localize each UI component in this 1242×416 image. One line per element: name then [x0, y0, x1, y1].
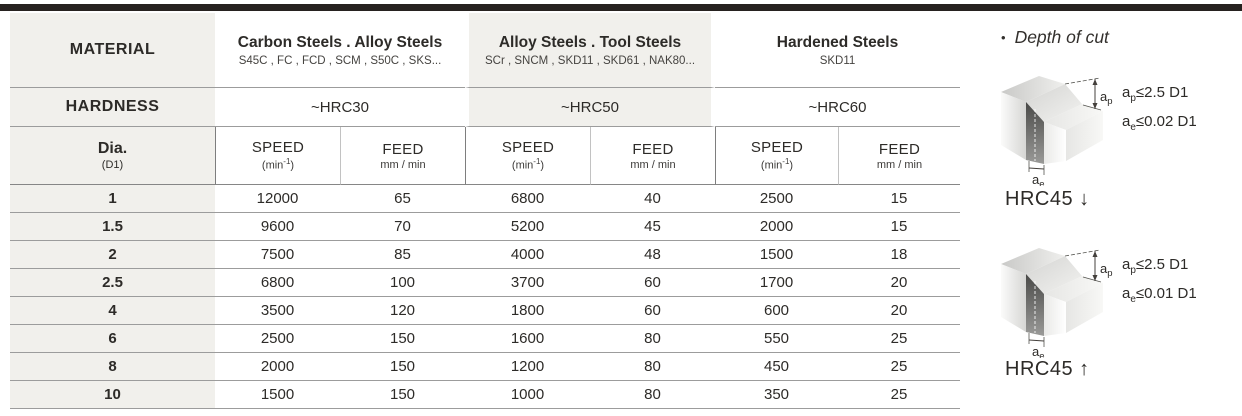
- value-cell: 350: [715, 381, 838, 409]
- ae-dimension-label: ae: [1032, 344, 1045, 358]
- value-cell: 25: [838, 353, 960, 381]
- speed-header: SPEED (min-1): [215, 127, 340, 185]
- ae-condition: ae≤0.02 D1: [1122, 113, 1197, 133]
- value-cell: 550: [715, 325, 838, 353]
- feed-header: FEED mm / min: [590, 127, 715, 185]
- feed-header: FEED mm / min: [340, 127, 465, 185]
- ae-dimension-label: ae: [1032, 172, 1045, 186]
- dia-cell: 2: [10, 241, 215, 269]
- group-title: Hardened Steels: [776, 33, 899, 51]
- value-cell: 20: [838, 269, 960, 297]
- dia-cell: 8: [10, 353, 215, 381]
- value-cell: 100: [340, 269, 465, 297]
- hardness-value: ~HRC50: [465, 88, 715, 127]
- depth-of-cut-title: • Depth of cut: [1001, 27, 1109, 47]
- value-cell: 25: [838, 381, 960, 409]
- feed-header: FEED mm / min: [838, 127, 960, 185]
- ap-dimension-label: ap: [1100, 261, 1113, 279]
- bullet-icon: •: [1001, 30, 1006, 45]
- dia-cell: 10: [10, 381, 215, 409]
- conditions-table: MATERIAL Carbon Steels . Alloy Steels S4…: [10, 13, 960, 409]
- hardness-note-over: HRC45 ↑: [1005, 358, 1090, 380]
- value-cell: 9600: [215, 213, 340, 241]
- group-title: Carbon Steels . Alloy Steels: [237, 33, 443, 51]
- group-subtitle: S45C , FC , FCD , SCM , S50C , SKS...: [238, 54, 442, 67]
- value-cell: 1500: [215, 381, 340, 409]
- ap-condition: ap≤2.5 D1: [1122, 84, 1189, 104]
- value-cell: 3500: [215, 297, 340, 325]
- dia-label: Dia.: [97, 140, 128, 157]
- group-header-carbon-steels: Carbon Steels . Alloy Steels S45C , FC ,…: [215, 13, 465, 88]
- value-cell: 80: [590, 325, 715, 353]
- speed-header: SPEED (min-1): [715, 127, 838, 185]
- dia-cell: 2.5: [10, 269, 215, 297]
- value-cell: 15: [838, 213, 960, 241]
- value-cell: 120: [340, 297, 465, 325]
- value-cell: 60: [590, 297, 715, 325]
- condition-labels: ap≤2.5 D1 ae≤0.01 D1: [1122, 256, 1242, 314]
- group-header-hardened-steels: Hardened Steels SKD11: [715, 13, 960, 88]
- hardness-value: ~HRC30: [215, 88, 465, 127]
- value-cell: 12000: [215, 185, 340, 213]
- dia-cell: 1: [10, 185, 215, 213]
- speed-header: SPEED (min-1): [465, 127, 590, 185]
- value-cell: 1600: [465, 325, 590, 353]
- group-header-alloy-tool-steels: Alloy Steels . Tool Steels SCr , SNCM , …: [465, 13, 715, 88]
- value-cell: 2500: [215, 325, 340, 353]
- value-cell: 450: [715, 353, 838, 381]
- hardness-note-under: HRC45 ↓: [1005, 188, 1090, 210]
- value-cell: 1200: [465, 353, 590, 381]
- ap-dimension-label: ap: [1100, 89, 1113, 107]
- value-cell: 7500: [215, 241, 340, 269]
- value-cell: 2000: [215, 353, 340, 381]
- ae-condition: ae≤0.01 D1: [1122, 285, 1197, 305]
- value-cell: 6800: [465, 185, 590, 213]
- value-cell: 1000: [465, 381, 590, 409]
- dia-header: Dia. (D1): [10, 127, 215, 185]
- value-cell: 3700: [465, 269, 590, 297]
- hardness-header: HARDNESS: [10, 88, 215, 127]
- material-header: MATERIAL: [10, 13, 215, 88]
- value-cell: 5200: [465, 213, 590, 241]
- group-subtitle: SCr , SNCM , SKD11 , SKD61 , NAK80...: [484, 54, 696, 67]
- value-cell: 80: [590, 353, 715, 381]
- top-divider-bar: [0, 4, 1242, 11]
- value-cell: 18: [838, 241, 960, 269]
- value-cell: 20: [838, 297, 960, 325]
- value-cell: 1700: [715, 269, 838, 297]
- group-subtitle: SKD11: [819, 54, 856, 67]
- value-cell: 48: [590, 241, 715, 269]
- value-cell: 40: [590, 185, 715, 213]
- condition-labels: ap≤2.5 D1 ae≤0.02 D1: [1122, 84, 1242, 142]
- value-cell: 1500: [715, 241, 838, 269]
- value-cell: 15: [838, 185, 960, 213]
- group-title: Alloy Steels . Tool Steels: [498, 33, 682, 51]
- ap-condition: ap≤2.5 D1: [1122, 256, 1189, 276]
- value-cell: 25: [838, 325, 960, 353]
- value-cell: 600: [715, 297, 838, 325]
- value-cell: 45: [590, 213, 715, 241]
- value-cell: 70: [340, 213, 465, 241]
- hardness-value: ~HRC60: [715, 88, 960, 127]
- value-cell: 60: [590, 269, 715, 297]
- value-cell: 6800: [215, 269, 340, 297]
- cutting-diagram-hrc45-over: ap ae: [1001, 248, 1113, 358]
- dia-cell: 1.5: [10, 213, 215, 241]
- value-cell: 2000: [715, 213, 838, 241]
- value-cell: 85: [340, 241, 465, 269]
- value-cell: 4000: [465, 241, 590, 269]
- value-cell: 150: [340, 325, 465, 353]
- value-cell: 1800: [465, 297, 590, 325]
- cutting-diagram-hrc45-under: ap ae: [1001, 76, 1113, 186]
- value-cell: 150: [340, 353, 465, 381]
- dia-cell: 6: [10, 325, 215, 353]
- value-cell: 80: [590, 381, 715, 409]
- dia-sublabel: (D1): [101, 159, 124, 171]
- value-cell: 65: [340, 185, 465, 213]
- value-cell: 2500: [715, 185, 838, 213]
- value-cell: 150: [340, 381, 465, 409]
- dia-cell: 4: [10, 297, 215, 325]
